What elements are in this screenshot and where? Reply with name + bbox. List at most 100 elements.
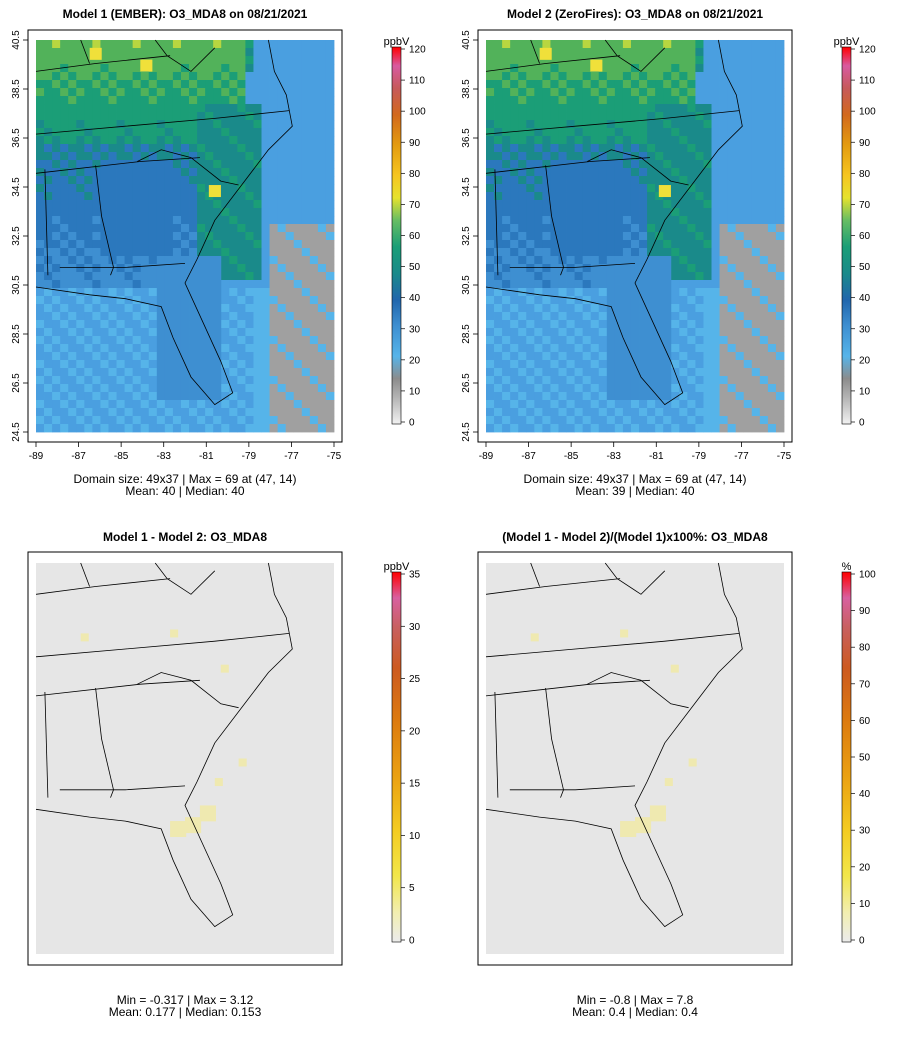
heatmap-cell	[550, 112, 559, 121]
heatmap-cell	[285, 40, 295, 49]
heatmap-cell	[180, 384, 190, 393]
heatmap-cell	[639, 264, 648, 273]
heatmap-cell	[639, 168, 648, 177]
colorbar-tick-label: 100	[859, 107, 876, 118]
heatmap-cell	[189, 136, 198, 145]
heatmap-cell	[132, 208, 142, 217]
heatmap-cell	[132, 312, 142, 321]
heatmap-cell	[751, 248, 761, 257]
heatmap-cell	[687, 424, 696, 433]
heatmap-cell	[245, 344, 254, 353]
heatmap-cell	[655, 104, 664, 113]
heatmap-cell	[317, 184, 327, 193]
heatmap-cell	[550, 152, 559, 161]
heatmap-cell	[711, 392, 720, 401]
heatmap-cell	[36, 232, 45, 241]
heatmap-cell	[566, 352, 575, 361]
heatmap-cell	[719, 120, 729, 129]
heatmap-cell	[269, 216, 279, 225]
heatmap-cell	[494, 376, 503, 385]
heatmap-cell	[534, 416, 543, 425]
heatmap-cell	[502, 56, 511, 65]
heatmap-cell	[655, 96, 664, 105]
heatmap-cell	[671, 160, 680, 169]
heatmap-cell	[751, 328, 761, 337]
heatmap-cell	[68, 160, 77, 169]
heatmap-cell	[189, 104, 198, 113]
heatmap-cell	[52, 192, 61, 201]
heatmap-cell	[558, 352, 567, 361]
heatmap-cell	[92, 136, 101, 145]
heatmap-cell	[269, 104, 279, 113]
heatmap-cell	[92, 424, 101, 433]
heatmap-cell	[606, 104, 616, 113]
heatmap-cell	[36, 384, 45, 393]
heatmap-cell	[317, 400, 327, 409]
colorbar-tick-label: 70	[859, 200, 871, 211]
heatmap-cell	[502, 184, 511, 193]
heatmap-cell	[518, 368, 527, 377]
heatmap-cell	[301, 128, 311, 137]
heatmap-cell	[213, 296, 222, 305]
heatmap-cell	[751, 400, 761, 409]
heatmap-cell	[775, 272, 785, 281]
heatmap-cell	[647, 64, 656, 73]
heatmap-cell	[542, 256, 551, 265]
heatmap-cell	[590, 344, 600, 353]
heatmap-cell	[502, 424, 511, 433]
heatmap-cell	[309, 240, 319, 249]
heatmap-cell	[293, 336, 303, 345]
heatmap-cell	[309, 376, 319, 385]
heatmap-cell	[606, 232, 616, 241]
heatmap-cell	[590, 160, 600, 169]
heatmap-cell	[261, 216, 270, 225]
heatmap-cell	[727, 176, 737, 185]
heatmap-cell	[285, 120, 295, 129]
x-tick-label: -85	[564, 451, 579, 462]
heatmap-cell	[140, 88, 150, 97]
heatmap-cell	[301, 192, 311, 201]
heatmap-cell	[229, 160, 238, 169]
heatmap-cell	[534, 96, 543, 105]
heatmap-cell	[719, 240, 729, 249]
heatmap-cell	[269, 56, 279, 65]
heatmap-cell	[687, 392, 696, 401]
heatmap-cell	[261, 240, 270, 249]
heatmap-cell	[775, 56, 785, 65]
heatmap-cell	[590, 296, 600, 305]
heatmap-cell	[76, 168, 85, 177]
heatmap-cell	[140, 136, 150, 145]
heatmap-cell	[309, 360, 319, 369]
heatmap-cell	[317, 176, 327, 185]
heatmap-cell	[156, 328, 166, 337]
heatmap-cell	[751, 208, 761, 217]
heatmap-cell	[100, 184, 109, 193]
heatmap-cell	[566, 304, 575, 313]
heatmap-cell	[68, 320, 77, 329]
heatmap-cell	[606, 280, 616, 289]
heatmap-cell	[220, 664, 229, 673]
heatmap-cell	[237, 328, 246, 337]
heatmap-cell	[526, 128, 535, 137]
heatmap-cell	[759, 352, 769, 361]
heatmap-cell	[486, 256, 495, 265]
heatmap-cell	[534, 408, 543, 417]
heatmap-cell	[172, 264, 182, 273]
heatmap-cell	[622, 80, 632, 89]
heatmap-cell	[44, 280, 53, 289]
heatmap-cell	[486, 192, 495, 201]
heatmap-cell	[550, 168, 559, 177]
heatmap-cell	[205, 200, 214, 209]
heatmap-cell	[558, 328, 567, 337]
heatmap-cell	[767, 80, 777, 89]
heatmap-cell	[205, 160, 214, 169]
heatmap-cell	[518, 64, 527, 73]
heatmap-cell	[164, 408, 174, 417]
heatmap-cell	[189, 224, 198, 233]
heatmap-cell	[550, 80, 559, 89]
heatmap-cell	[124, 120, 134, 129]
heatmap-cell	[229, 120, 238, 129]
heatmap-cell	[180, 336, 190, 345]
heatmap-cell	[582, 280, 592, 289]
heatmap-cell	[221, 384, 230, 393]
